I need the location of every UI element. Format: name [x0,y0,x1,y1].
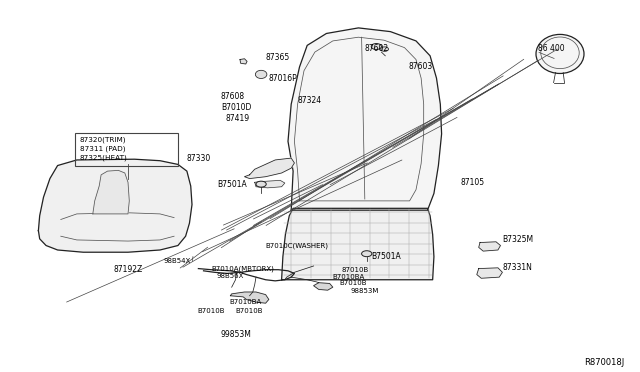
Text: 87330: 87330 [187,154,211,163]
Polygon shape [479,242,500,251]
Text: 87419: 87419 [225,114,250,123]
Text: 99853M: 99853M [220,330,251,339]
Ellipse shape [255,70,267,78]
Circle shape [371,44,381,49]
Text: 87311 (PAD): 87311 (PAD) [80,145,125,152]
Text: B7501A: B7501A [218,180,247,189]
Text: B7010A(MBTORX): B7010A(MBTORX) [211,265,274,272]
Circle shape [381,47,388,51]
Text: B7010B: B7010B [197,308,225,314]
Text: B7010C(WASHER): B7010C(WASHER) [266,242,328,249]
Polygon shape [244,158,294,179]
Text: 87331N: 87331N [502,263,532,272]
Text: 87602: 87602 [365,44,389,53]
Text: 98B54X: 98B54X [163,258,191,264]
Ellipse shape [536,35,584,73]
Text: 87016P: 87016P [269,74,298,83]
Text: 98853M: 98853M [351,288,379,294]
Polygon shape [230,292,269,303]
Text: 87365: 87365 [266,53,290,62]
Text: 87105: 87105 [461,178,485,187]
Text: B7325M: B7325M [502,235,534,244]
Polygon shape [282,208,434,280]
Polygon shape [240,59,247,64]
Text: 98B56X: 98B56X [216,273,244,279]
Polygon shape [288,28,442,210]
Polygon shape [255,180,285,188]
Text: 87010B: 87010B [341,267,369,273]
Text: 86 400: 86 400 [538,44,564,53]
Text: B7010B: B7010B [339,280,367,286]
Text: 87608: 87608 [221,92,245,101]
Text: 87320(TRIM): 87320(TRIM) [80,136,127,143]
Text: B7010D: B7010D [221,103,251,112]
Text: 87192Z: 87192Z [113,265,143,274]
Circle shape [362,251,372,257]
Text: 87324: 87324 [298,96,322,105]
Polygon shape [477,268,502,278]
Text: B7501A: B7501A [371,252,401,261]
Polygon shape [93,170,129,214]
Text: B7010B: B7010B [236,308,263,314]
Text: B7010BA: B7010BA [229,299,261,305]
Polygon shape [314,283,333,290]
Text: R870018J: R870018J [584,358,624,367]
Polygon shape [38,159,192,252]
Circle shape [256,181,266,187]
Text: 87603: 87603 [408,62,433,71]
Text: B7010BA: B7010BA [333,274,365,280]
Text: 87325(HEAT): 87325(HEAT) [80,155,128,161]
